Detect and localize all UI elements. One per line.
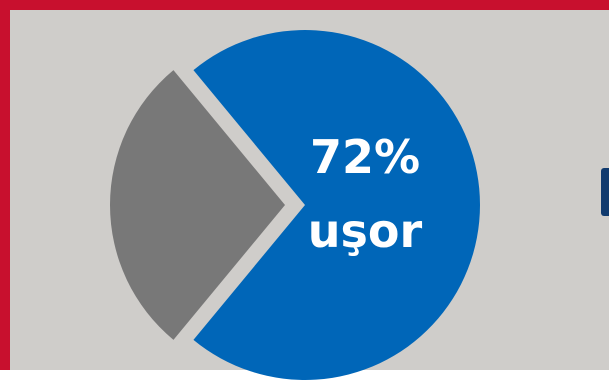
edge-tab xyxy=(601,168,609,216)
pie-slice-1 xyxy=(109,70,285,340)
pie-value-label: 72% xyxy=(309,130,421,184)
pie-caption-label: uşor xyxy=(307,204,423,258)
pie-chart xyxy=(109,30,481,380)
pie-slice-0 xyxy=(193,30,481,380)
